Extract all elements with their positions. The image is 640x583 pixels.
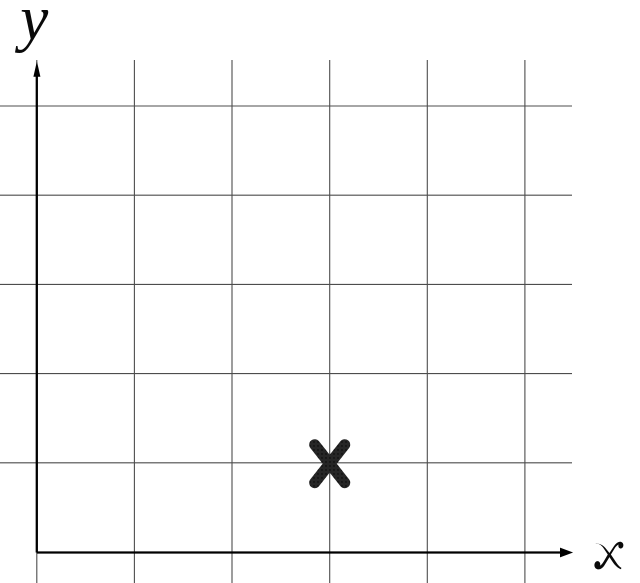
- svg-text:y: y: [14, 0, 48, 54]
